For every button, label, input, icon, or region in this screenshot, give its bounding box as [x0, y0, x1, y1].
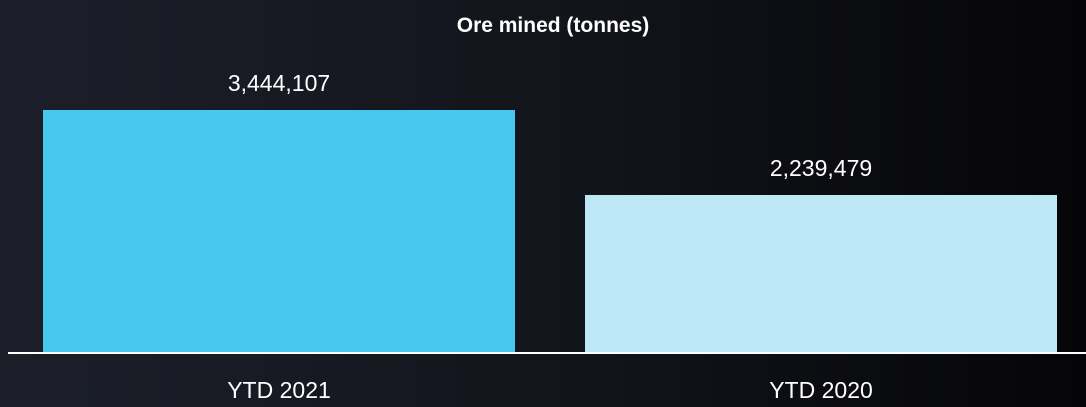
chart-title: Ore mined (tonnes): [457, 14, 650, 37]
category-label: YTD 2021: [227, 377, 331, 403]
category-label: YTD 2020: [769, 377, 873, 403]
bar-ytd-2021: [43, 110, 515, 353]
data-label: 2,239,479: [770, 155, 872, 181]
bar-ytd-2020: [585, 194, 1057, 353]
data-label: 3,444,107: [228, 70, 330, 96]
bars-layer: 3,444,107 YTD 2021 2,239,479 YTD 2020: [43, 70, 1057, 403]
